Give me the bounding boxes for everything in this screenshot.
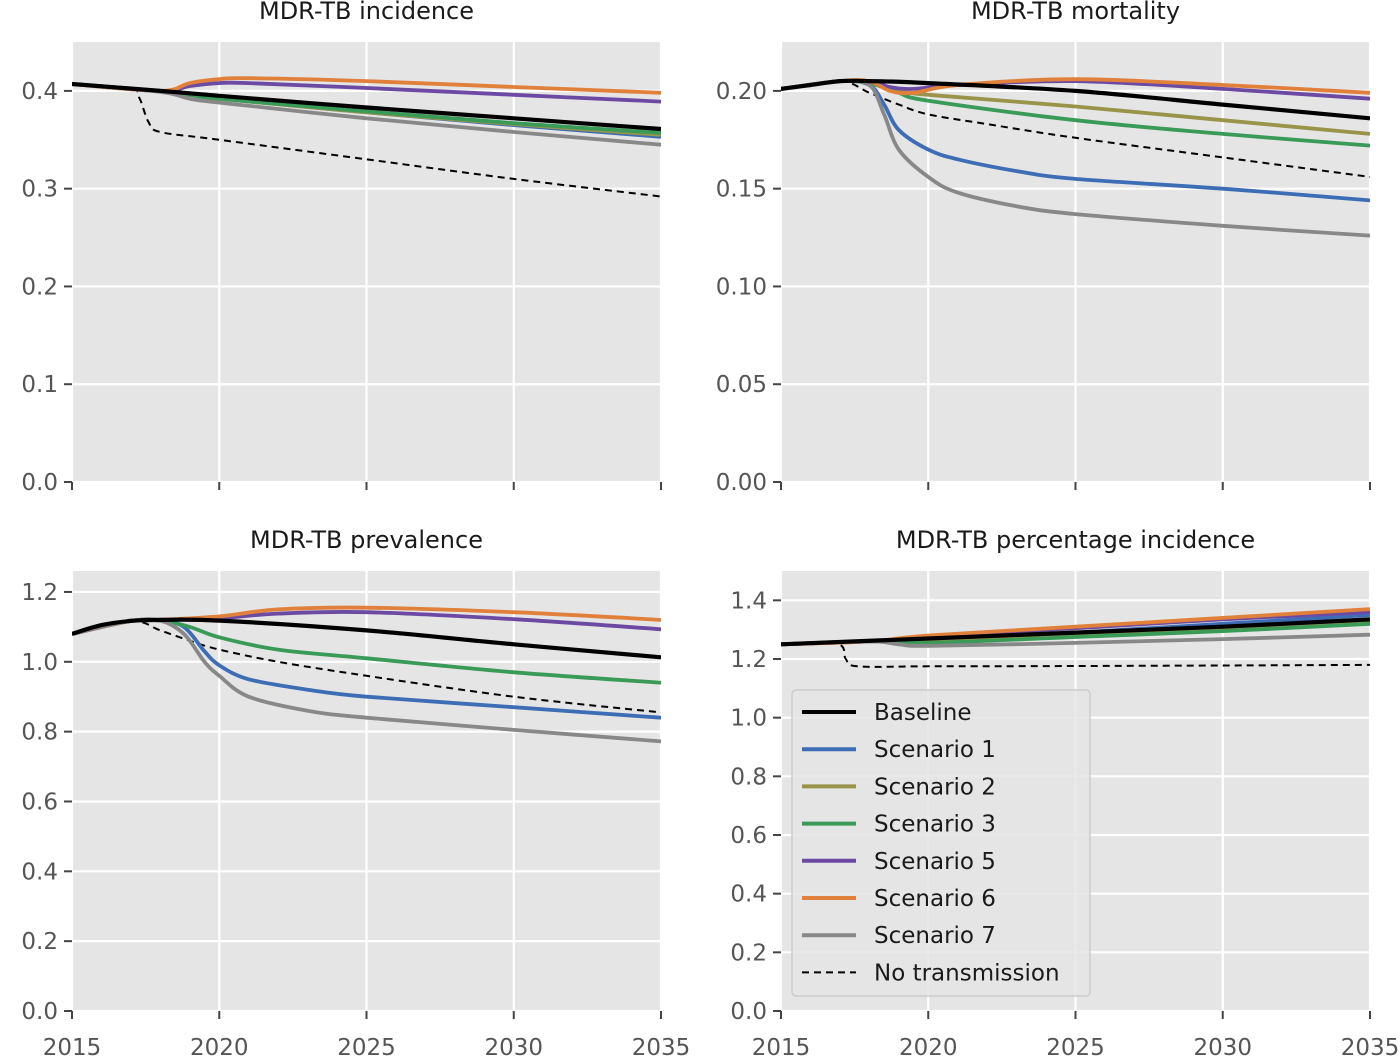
- legend-label: Scenario 1: [874, 737, 996, 763]
- y-tick-label: 0.4: [730, 882, 767, 908]
- x-tick-label: 2020: [190, 1035, 249, 1061]
- x-tick-label: 2035: [632, 1035, 691, 1061]
- y-tick-label: 1.0: [730, 706, 767, 732]
- x-tick-label: 2035: [1341, 1035, 1400, 1061]
- legend-label: No transmission: [874, 960, 1060, 986]
- y-tick-label: 1.4: [730, 588, 767, 614]
- chart-title: MDR-TB incidence: [259, 0, 474, 25]
- panel-mortality: 0.00 0.05 0.10 0.15 0.20 MDR-TB mortality: [716, 0, 1372, 496]
- x-tick-label: 2015: [752, 1035, 811, 1061]
- x-tick-label: 2030: [1193, 1035, 1252, 1061]
- y-tick-label: 0.0: [21, 999, 58, 1025]
- series-group: [72, 605, 661, 744]
- y-tick-label: 0.2: [730, 940, 767, 966]
- y-tick-label: 0.15: [716, 177, 767, 203]
- series-line-baseline: [781, 617, 1370, 647]
- chart-title: MDR-TB percentage incidence: [896, 526, 1255, 554]
- series-line-no-transmission: [781, 80, 1370, 178]
- legend-label: Scenario 5: [874, 849, 996, 875]
- series-group: [781, 77, 1370, 238]
- chart-title: MDR-TB prevalence: [250, 526, 483, 554]
- y-tick-label: 0.0: [730, 999, 767, 1025]
- x-tick-label: 2025: [1046, 1035, 1105, 1061]
- y-tick-label: 0.4: [21, 859, 58, 885]
- y-tick-label: 0.6: [21, 789, 58, 815]
- legend-label: Baseline: [874, 700, 972, 726]
- x-tick-label: 2020: [899, 1035, 958, 1061]
- y-tick-label: 0.10: [716, 274, 767, 300]
- y-tick-label: 0.4: [21, 79, 58, 105]
- series-line-no-transmission: [72, 619, 661, 714]
- legend-label: Scenario 2: [874, 774, 996, 800]
- y-tick-label: 1.0: [21, 650, 58, 676]
- legend-label: Scenario 3: [874, 812, 996, 838]
- legend-box: [791, 689, 1091, 997]
- y-tick-label: 0.8: [21, 720, 58, 746]
- y-tick-label: 0.20: [716, 79, 767, 105]
- legend: Baseline Scenario 1 Scenario 2 Scenario 3 Sc…: [791, 689, 1091, 997]
- series-line-no-transmission: [72, 83, 661, 198]
- y-tick-label: 0.00: [716, 470, 767, 496]
- y-tick-label: 0.0: [21, 470, 58, 496]
- series-line-no-transmission: [781, 641, 1370, 668]
- y-tick-label: 0.3: [21, 177, 58, 203]
- y-tick-label: 0.1: [21, 372, 58, 398]
- legend-label: Scenario 6: [874, 886, 996, 912]
- panel-prevalence: 2015 2020 2025 2030 2035 0.0 0.2 0.4 0.6 0.8 1.0 1.…: [21, 526, 690, 1061]
- panel-percentage-incidence: 2015 2020 2025 2030 2035 0.0 0.2 0.4 0.6 0.8 1.0 1.…: [730, 526, 1399, 1061]
- series-line-baseline: [72, 81, 661, 132]
- y-tick-label: 1.2: [730, 647, 767, 673]
- series-group: [72, 76, 661, 198]
- chart-title: MDR-TB mortality: [971, 0, 1180, 25]
- y-tick-label: 0.6: [730, 823, 767, 849]
- series-line-baseline: [781, 78, 1370, 121]
- legend-label: Scenario 7: [874, 923, 996, 949]
- panel-incidence: 0.0 0.1 0.2 0.3 0.4 MDR-TB incidence: [21, 0, 663, 496]
- y-tick-label: 0.2: [21, 929, 58, 955]
- y-tick-label: 0.2: [21, 274, 58, 300]
- x-tick-label: 2015: [43, 1035, 102, 1061]
- series-line-scenario-7: [781, 78, 1370, 238]
- series-line-baseline: [72, 617, 661, 660]
- y-tick-label: 0.8: [730, 764, 767, 790]
- y-tick-label: 0.05: [716, 372, 767, 398]
- x-tick-label: 2025: [337, 1035, 396, 1061]
- series-group: [781, 607, 1370, 668]
- y-tick-label: 1.2: [21, 580, 58, 606]
- x-tick-label: 2030: [484, 1035, 543, 1061]
